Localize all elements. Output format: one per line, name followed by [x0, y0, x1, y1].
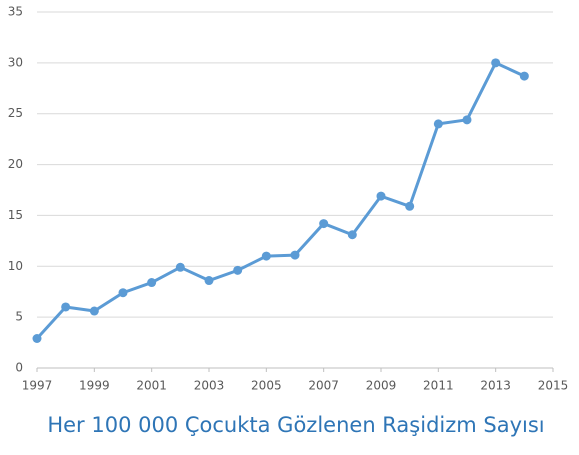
y-tick-label: 35: [8, 5, 23, 19]
marker: [147, 278, 157, 288]
x-tick-label: 2009: [366, 379, 397, 393]
x-tick-label: 2013: [480, 379, 511, 393]
marker: [118, 288, 128, 298]
y-tick-label: 25: [8, 106, 23, 120]
x-tick-label: 1997: [22, 379, 53, 393]
marker: [462, 115, 472, 125]
x-tick-label: 2003: [194, 379, 225, 393]
marker: [433, 119, 443, 129]
x-tick-label: 2001: [136, 379, 167, 393]
marker: [261, 251, 271, 261]
marker: [61, 302, 71, 312]
marker: [233, 265, 243, 275]
x-tick-label: 1999: [79, 379, 110, 393]
x-tick-label: 2005: [251, 379, 282, 393]
y-tick-label: 20: [8, 157, 23, 171]
marker: [519, 71, 529, 81]
y-tick-label: 0: [15, 361, 23, 375]
x-tick-label: 2007: [308, 379, 339, 393]
line: [35, 61, 525, 340]
marker: [405, 201, 415, 211]
marker: [204, 276, 214, 286]
marker: [32, 334, 42, 344]
marker: [175, 262, 185, 272]
x-tick-label: 2015: [538, 379, 569, 393]
y-tick-label: 15: [8, 208, 23, 222]
marker: [347, 230, 357, 240]
y-tick-label: 10: [8, 259, 23, 273]
marker: [319, 219, 329, 229]
y-tick-label: 5: [15, 310, 23, 324]
marker: [376, 191, 386, 201]
y-tick-label: 30: [8, 55, 23, 69]
marker: [89, 306, 99, 316]
chart-title: Her 100 000 Çocukta Gözlenen Raşidizm Sa…: [47, 413, 544, 437]
marker: [491, 58, 501, 68]
x-tick-label: 2011: [423, 379, 454, 393]
marker: [290, 250, 300, 260]
